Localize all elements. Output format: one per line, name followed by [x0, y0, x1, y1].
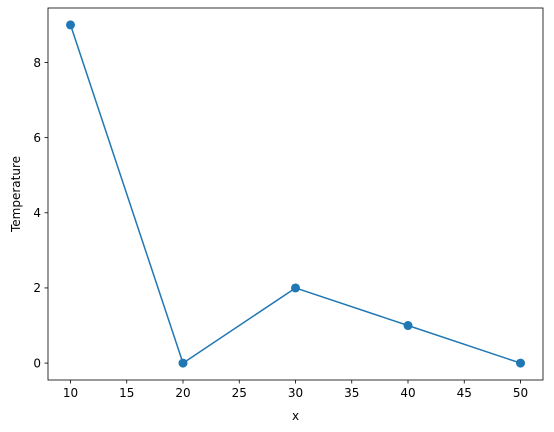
x-tick-label: 15	[119, 386, 134, 400]
data-point	[66, 20, 75, 30]
x-tick-label: 35	[344, 386, 359, 400]
y-tick-label: 2	[33, 281, 41, 295]
data-point	[291, 283, 300, 293]
y-tick-label: 4	[33, 206, 41, 220]
data-point	[178, 358, 188, 368]
y-tick-label: 0	[33, 356, 41, 370]
data-point	[403, 321, 413, 331]
y-axis-label: Temperature	[9, 156, 23, 233]
y-tick-label: 6	[33, 131, 41, 145]
x-tick-label: 30	[288, 386, 303, 400]
data-point	[516, 358, 525, 368]
x-tick-label: 25	[232, 386, 247, 400]
x-tick-label: 10	[63, 386, 78, 400]
plot-frame	[47, 7, 544, 381]
x-tick-label: 20	[175, 386, 190, 400]
x-tick-label: 45	[457, 386, 472, 400]
series-layer	[66, 20, 525, 368]
x-tick-label: 50	[513, 386, 528, 400]
ticks-layer: 10 15 20 25 30 35 40 45 50 0 2 4 6 8	[33, 56, 528, 400]
x-axis-label: x	[292, 409, 299, 423]
y-tick-label: 8	[33, 56, 41, 70]
x-tick-label: 40	[400, 386, 415, 400]
